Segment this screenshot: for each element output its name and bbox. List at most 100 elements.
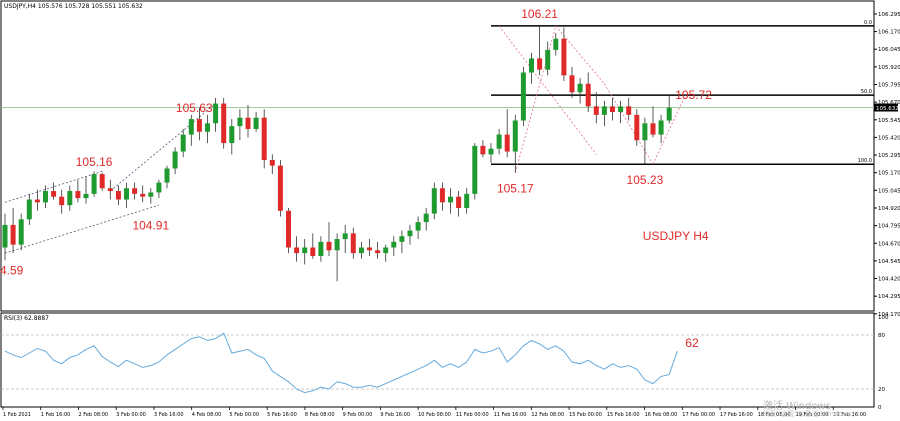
price-tick-label: 105.045 bbox=[878, 188, 900, 194]
candle-body bbox=[358, 247, 364, 254]
price-tick-label: 104.545 bbox=[878, 259, 900, 265]
main-panel-frame bbox=[0, 0, 875, 312]
candle-body bbox=[415, 222, 421, 231]
candle-body bbox=[618, 106, 624, 113]
candle-body bbox=[2, 224, 8, 248]
time-tick-label: 17 Feb 00:00 bbox=[682, 412, 715, 418]
candle-body bbox=[148, 192, 154, 197]
price-annotation: 105.63 bbox=[176, 101, 213, 115]
candle-body bbox=[367, 247, 372, 251]
candle-body bbox=[277, 165, 283, 211]
candle-body bbox=[601, 106, 607, 115]
candle-body bbox=[253, 117, 259, 129]
time-tick-label: 2 Feb 08:00 bbox=[78, 412, 108, 418]
candle-body bbox=[269, 160, 275, 166]
candle-body bbox=[196, 119, 202, 132]
time-tick-label: 1 Feb 2021 bbox=[3, 412, 31, 418]
rsi-tick-label: 20 bbox=[878, 387, 885, 393]
time-tick-label: 11 Feb 00:00 bbox=[456, 412, 489, 418]
time-tick-label: 19 Feb 00:00 bbox=[796, 412, 829, 418]
price-tick-label: 104.795 bbox=[878, 224, 900, 230]
price-tick-label: 105.670 bbox=[878, 100, 900, 106]
channel-line-mid bbox=[110, 103, 216, 192]
candle-body bbox=[302, 247, 308, 254]
candle-body bbox=[496, 134, 502, 149]
candle-body bbox=[237, 117, 243, 127]
price-annotation: 105.17 bbox=[497, 182, 534, 196]
candle-body bbox=[34, 199, 40, 203]
candle-body bbox=[26, 199, 32, 220]
time-tick-label: 9 Feb 00:00 bbox=[343, 412, 373, 418]
time-tick-label: 1 Feb 16:00 bbox=[41, 412, 71, 418]
price-annotation: 105.16 bbox=[76, 155, 113, 169]
price-tick-label: 104.295 bbox=[878, 294, 900, 300]
price-tick-label: 105.795 bbox=[878, 83, 900, 89]
candle-body bbox=[43, 191, 48, 203]
price-tick-label: 106.170 bbox=[878, 30, 900, 36]
candle-body bbox=[350, 233, 356, 254]
pattern-line-1 bbox=[498, 25, 597, 155]
price-tick-label: 105.420 bbox=[878, 135, 900, 141]
rsi-line bbox=[4, 332, 678, 394]
pattern-line-5 bbox=[652, 94, 686, 165]
rsi-panel-frame bbox=[0, 312, 875, 408]
candle-body bbox=[326, 241, 332, 251]
price-tick-label: 104.920 bbox=[878, 206, 900, 212]
price-tick-label: 104.170 bbox=[878, 312, 900, 318]
rsi-tick-label: 0 bbox=[878, 405, 882, 411]
candle-body bbox=[593, 106, 599, 115]
symbol-info: USDJPY,H4 105.576 105.728 105.551 105.63… bbox=[4, 3, 143, 10]
price-annotation: 105.23 bbox=[627, 173, 664, 187]
candle-body bbox=[577, 83, 583, 93]
candle-body bbox=[18, 219, 24, 245]
price-tick-label: 105.920 bbox=[878, 65, 900, 71]
candle-body bbox=[610, 106, 615, 113]
candle-body bbox=[107, 188, 113, 192]
candle-body bbox=[569, 75, 575, 93]
time-tick-label: 17 Feb 16:00 bbox=[720, 412, 753, 418]
fib-level-label: 50.0 bbox=[861, 89, 872, 95]
time-tick-label: 15 Feb 00:00 bbox=[569, 412, 602, 418]
candle-body bbox=[666, 107, 672, 121]
time-tick-label: 15 Feb 16:00 bbox=[607, 412, 640, 418]
time-tick-label: 11 Feb 16:00 bbox=[494, 412, 527, 418]
current-price-box bbox=[874, 103, 898, 112]
candle-body bbox=[407, 230, 413, 237]
candle-body bbox=[399, 236, 405, 242]
candle-body bbox=[213, 103, 219, 124]
candle-body bbox=[140, 193, 146, 197]
time-tick-label: 16 Feb 08:00 bbox=[645, 412, 678, 418]
candle-body bbox=[439, 188, 445, 203]
time-tick-label: 18 Feb 08:00 bbox=[758, 412, 791, 418]
candle-body bbox=[67, 191, 73, 206]
candle-body bbox=[334, 239, 340, 251]
time-tick-label: 9 Feb 16:00 bbox=[380, 412, 410, 418]
price-tick-label: 105.170 bbox=[878, 171, 900, 177]
candle-body bbox=[553, 38, 559, 50]
candle-body bbox=[172, 151, 178, 169]
candle-body bbox=[448, 196, 453, 203]
candle-body bbox=[375, 250, 381, 254]
candle-body bbox=[456, 196, 462, 208]
time-tick-label: 10 Feb 08:00 bbox=[418, 412, 451, 418]
candle-body bbox=[99, 174, 105, 189]
price-annotation: 106.21 bbox=[521, 7, 558, 21]
rsi-value-label: 62 bbox=[685, 336, 699, 350]
price-tick-label: 106.295 bbox=[878, 12, 900, 18]
candle-body bbox=[383, 247, 389, 254]
rsi-tick-label: 80 bbox=[878, 333, 885, 339]
candle-body bbox=[545, 49, 551, 70]
candle-body bbox=[464, 193, 470, 208]
price-tick-label: 105.295 bbox=[878, 153, 900, 159]
candle-body bbox=[472, 145, 478, 194]
pattern-line-2 bbox=[514, 25, 557, 173]
candle-body bbox=[431, 188, 437, 214]
candle-body bbox=[245, 117, 251, 129]
time-tick-label: 3 Feb 16:00 bbox=[154, 412, 184, 418]
price-tick-label: 104.420 bbox=[878, 277, 900, 283]
channel-line-lower bbox=[4, 204, 160, 254]
candle-body bbox=[561, 38, 567, 76]
rsi-info: RSI(3) 62.8887 bbox=[4, 315, 49, 322]
candle-body bbox=[520, 72, 526, 121]
